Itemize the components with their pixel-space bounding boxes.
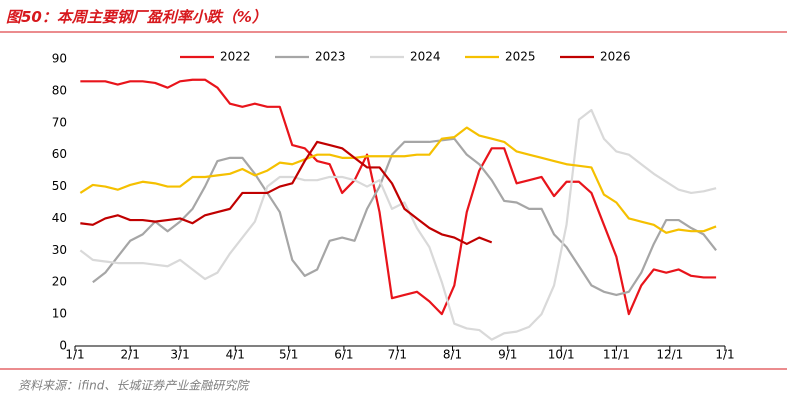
y-tick-label: 50	[52, 179, 67, 193]
legend-label: 2024	[410, 50, 441, 64]
x-tick-label: 1/1	[715, 348, 734, 362]
x-tick-label: 2/1	[121, 348, 140, 362]
x-tick-label: 3/1	[170, 348, 189, 362]
legend-label: 2026	[600, 50, 631, 64]
chart-title: 图50：本周主要钢厂盈利率小跌（%）	[6, 8, 267, 26]
series-line	[80, 140, 493, 246]
y-tick-label: 30	[52, 243, 67, 257]
y-tick-label: 90	[52, 52, 67, 66]
y-tick-label: 60	[52, 147, 67, 161]
legend-label: 2025	[505, 50, 536, 64]
y-tick-label: 10	[52, 307, 67, 321]
source-note: 资料来源：ifind、长城证券产业金融研究院	[18, 379, 250, 393]
x-tick-label: 8/1	[443, 348, 462, 362]
x-tick-label: 10/1	[548, 348, 575, 362]
x-tick-label: 12/1	[656, 348, 683, 362]
y-tick-label: 40	[52, 211, 67, 225]
y-tick-label: 20	[52, 275, 67, 289]
y-tick-label: 80	[52, 83, 67, 97]
legend-label: 2022	[220, 50, 251, 64]
series-line	[92, 137, 717, 297]
x-tick-label: 1/1	[65, 348, 84, 362]
series-line	[80, 78, 717, 316]
y-tick-label: 70	[52, 115, 67, 129]
y-tick-label: 0	[59, 339, 67, 353]
x-tick-label: 9/1	[498, 348, 517, 362]
series-line	[79, 108, 717, 341]
series-line	[79, 126, 717, 234]
legend-label: 2023	[315, 50, 346, 64]
x-tick-label: 5/1	[279, 348, 298, 362]
x-tick-label: 4/1	[226, 348, 245, 362]
x-tick-label: 6/1	[334, 348, 353, 362]
x-tick-label: 7/1	[388, 348, 407, 362]
x-tick-label: 11/1	[603, 348, 630, 362]
